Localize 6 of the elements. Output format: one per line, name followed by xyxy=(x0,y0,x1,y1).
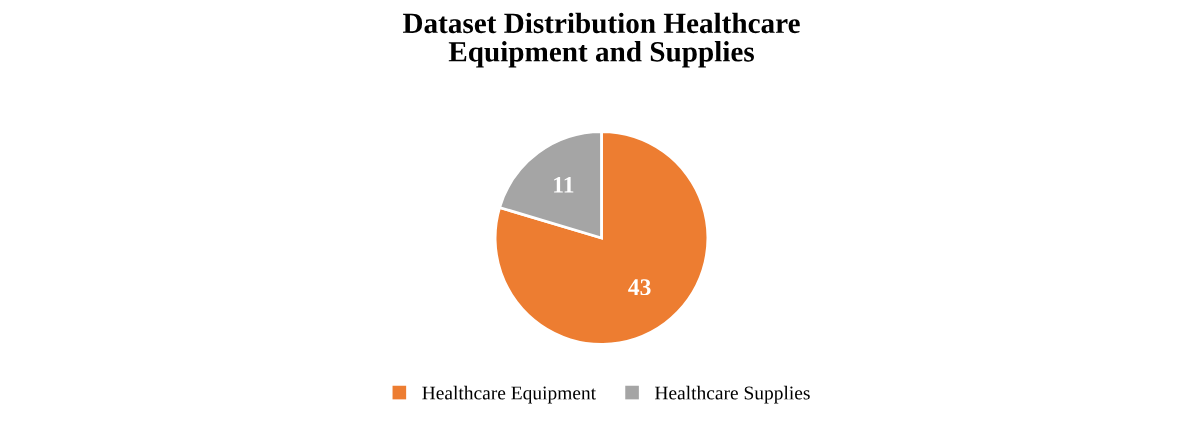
legend-label: Healthcare Supplies xyxy=(654,385,810,404)
data-label: 43 xyxy=(628,279,651,296)
legend-label: Healthcare Equipment xyxy=(422,385,596,404)
chart-title: Dataset Distribution Healthcare Equipment and Supplies xyxy=(403,12,800,68)
data-label: 11 xyxy=(554,176,574,193)
pie-slice xyxy=(493,130,710,346)
